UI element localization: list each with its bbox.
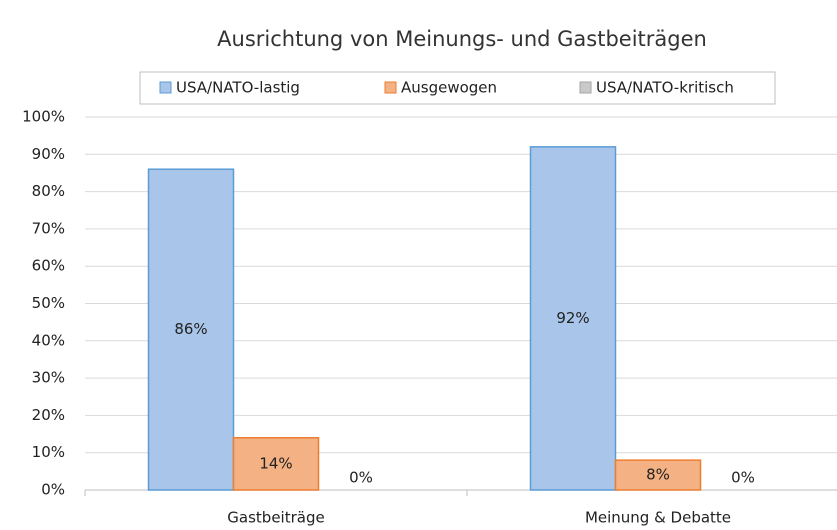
y-tick-label: 80% xyxy=(32,182,65,200)
legend-label: USA/NATO-lastig xyxy=(176,79,300,97)
y-tick-label: 20% xyxy=(32,406,65,424)
legend-swatch xyxy=(384,81,397,94)
data-label: 86% xyxy=(174,320,207,338)
bar xyxy=(614,459,702,491)
y-tick-label: 100% xyxy=(22,108,65,126)
legend-label: USA/NATO-kritisch xyxy=(596,79,734,97)
x-tick-label: Gastbeiträge xyxy=(227,509,324,527)
legend-box xyxy=(139,71,776,105)
bar xyxy=(232,437,320,491)
data-label: 0% xyxy=(731,469,755,487)
y-tick-label: 50% xyxy=(32,294,65,312)
y-tick-label: 40% xyxy=(32,331,65,349)
y-tick-label: 60% xyxy=(32,257,65,275)
legend-label: Ausgewogen xyxy=(401,79,497,97)
bar xyxy=(529,146,617,491)
data-label: 92% xyxy=(556,309,589,327)
y-tick-label: 10% xyxy=(32,443,65,461)
x-tick-label: Meinung & Debatte xyxy=(585,509,731,527)
y-tick-label: 0% xyxy=(41,481,65,499)
data-label: 8% xyxy=(646,466,670,484)
legend-swatch xyxy=(579,81,592,94)
legend-swatch xyxy=(159,81,172,94)
chart-title: Ausrichtung von Meinungs- und Gastbeiträ… xyxy=(217,27,707,51)
y-tick-label: 30% xyxy=(32,369,65,387)
y-tick-label: 90% xyxy=(32,145,65,163)
data-label: 0% xyxy=(349,469,373,487)
data-label: 14% xyxy=(259,454,292,472)
y-tick-label: 70% xyxy=(32,219,65,237)
bar xyxy=(147,168,235,491)
